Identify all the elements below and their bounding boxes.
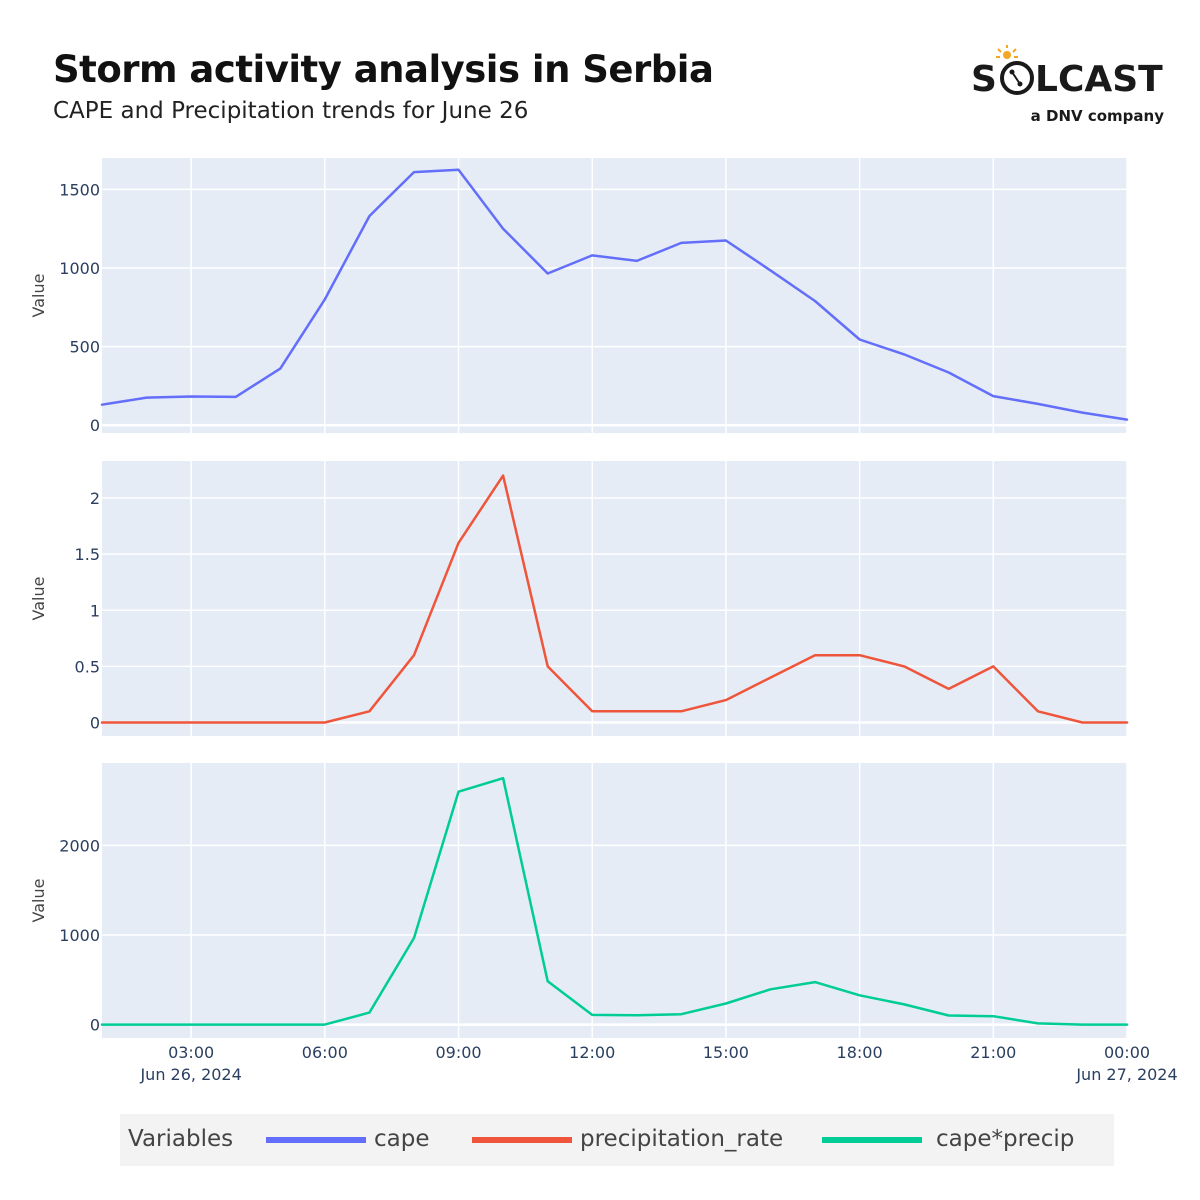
y-tick-label: 0.5 [75, 657, 100, 676]
y-tick-label: 0 [90, 416, 100, 435]
y-axis-title: Value [29, 879, 48, 923]
sun-icon [996, 45, 1018, 59]
o-globe-icon [1000, 61, 1034, 95]
y-tick-label: 0 [90, 1016, 100, 1035]
plot-background [102, 461, 1127, 736]
legend-swatch-cape [266, 1137, 366, 1143]
x-tick-label: 15:00 [703, 1043, 749, 1062]
series-line-precipitation_rate [100, 474, 1129, 724]
plot-background [102, 158, 1127, 433]
panel-cape: 0 500 1000 1500 Value [29, 158, 1129, 435]
plot-background [102, 763, 1127, 1038]
x-tick-label: 00:00 [1104, 1043, 1150, 1062]
x-tick-label: 12:00 [569, 1043, 615, 1062]
y-tick-label: 2 [90, 489, 100, 508]
legend-label-cape-precip: cape*precip [936, 1126, 1075, 1152]
y-tick-label: 0 [90, 714, 100, 733]
y-tick-label: 1500 [59, 180, 100, 199]
logo-wordmark-s: S [971, 59, 997, 100]
panel-precipitation_rate: 0 0.5 1 1.5 2 Value [29, 461, 1129, 736]
y-axis-title: Value [29, 577, 48, 621]
legend-label-cape: cape [374, 1126, 430, 1152]
legend-label-precipitation-rate: precipitation_rate [580, 1126, 784, 1152]
series-line-cape [100, 168, 1129, 421]
legend-swatch-cape-precip [822, 1137, 922, 1143]
legend-swatch-precipitation-rate [472, 1137, 572, 1143]
y-tick-label: 1000 [59, 259, 100, 278]
chart-subtitle: CAPE and Precipitation trends for June 2… [53, 98, 529, 124]
y-tick-label: 2000 [59, 836, 100, 855]
y-tick-label: 1000 [59, 926, 100, 945]
x-tick-label: 06:00 [302, 1043, 348, 1062]
x-tick-date-label: Jun 26, 2024 [139, 1065, 241, 1084]
solcast-logo: S LCAST a DNV company [971, 45, 1165, 125]
x-tick-date-label: Jun 27, 2024 [1075, 1065, 1177, 1084]
logo-tagline: a DNV company [1031, 107, 1165, 125]
legend-title: Variables [128, 1126, 234, 1152]
x-tick-label: 03:00 [168, 1043, 214, 1062]
x-tick-label: 21:00 [970, 1043, 1016, 1062]
x-tick-label: 18:00 [837, 1043, 883, 1062]
logo-wordmark-rest: LCAST [1035, 59, 1163, 100]
legend: Variables cape precipitation_rate cape*p… [120, 1114, 1114, 1166]
x-tick-label: 09:00 [435, 1043, 481, 1062]
panel-cape-precip: 0 1000 2000 Value [29, 763, 1129, 1038]
y-tick-label: 1 [90, 601, 100, 620]
chart-title: Storm activity analysis in Serbia [53, 48, 714, 91]
y-tick-label: 500 [69, 338, 100, 357]
y-axis-title: Value [29, 274, 48, 318]
chart-area: 0 500 1000 1500 Value 0 0.5 1 1.5 2 Value 0 1000 2000… [29, 158, 1178, 1084]
series-line-cape-precip [100, 776, 1129, 1026]
y-tick-label: 1.5 [75, 545, 100, 564]
